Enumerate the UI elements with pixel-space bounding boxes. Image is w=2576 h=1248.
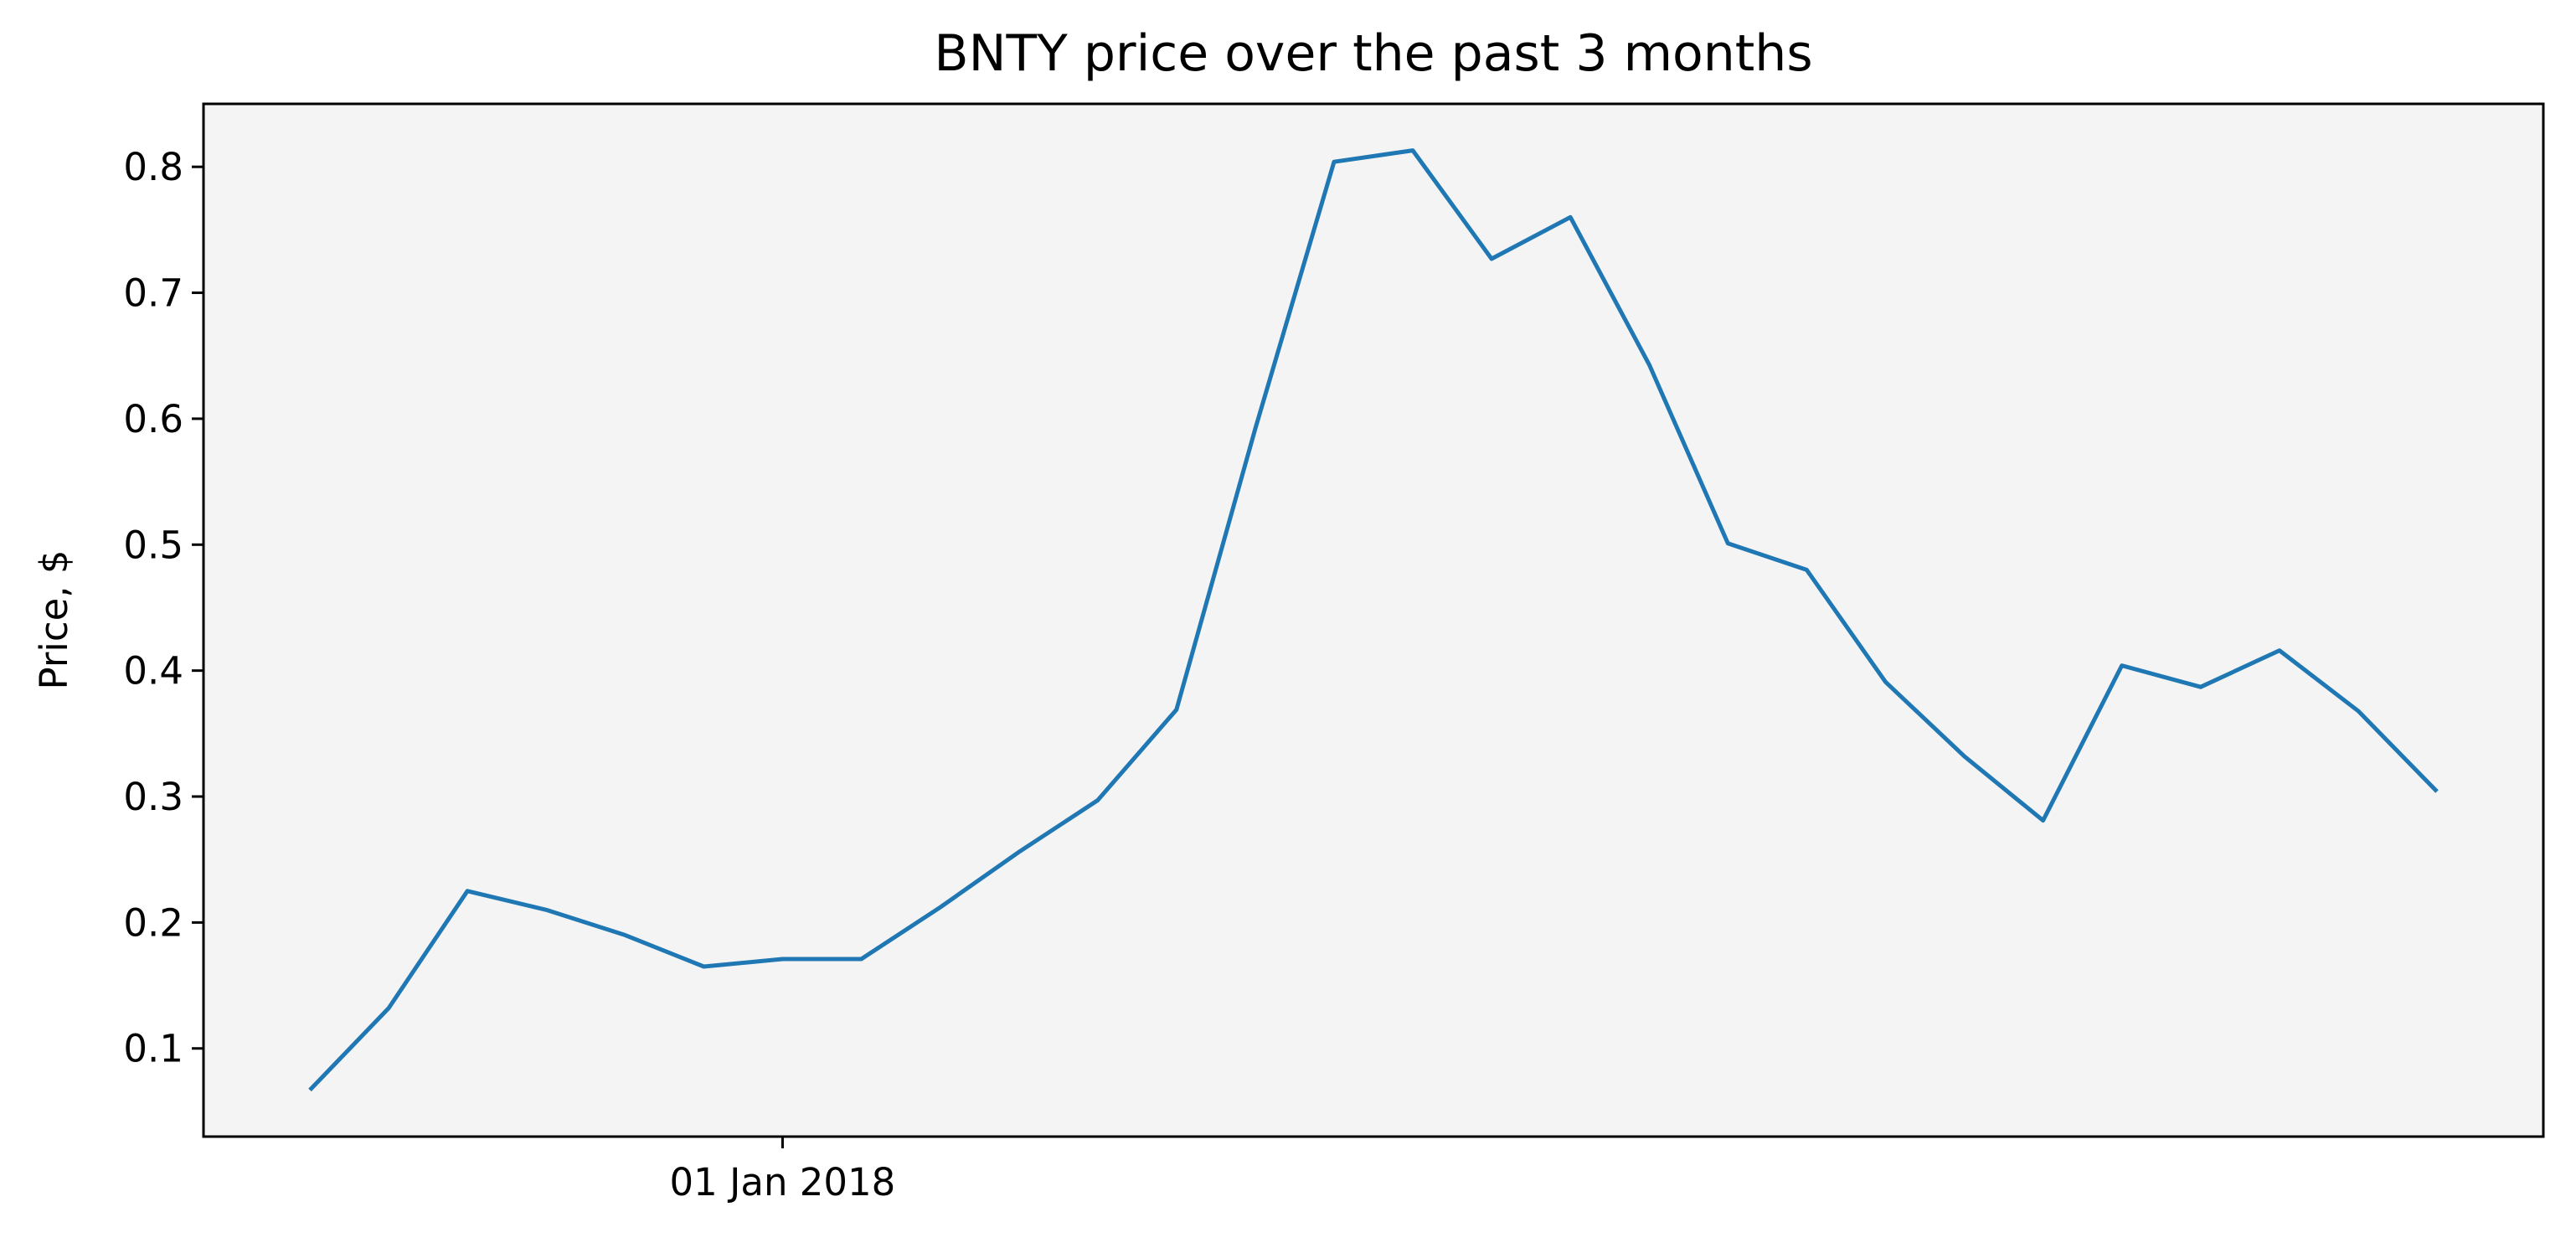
x-axis: 01 Jan 2018	[670, 1137, 896, 1204]
data-point	[1801, 565, 1811, 575]
data-point	[2117, 661, 2127, 671]
y-tick-label: 0.8	[123, 145, 183, 189]
data-point	[1644, 359, 1654, 369]
data-point	[1250, 424, 1260, 434]
y-tick-label: 0.5	[123, 523, 183, 567]
data-point	[1014, 847, 1024, 857]
series-line	[308, 148, 2439, 1092]
y-tick-label: 0.1	[123, 1027, 183, 1071]
data-point	[935, 902, 945, 912]
data-point	[2353, 706, 2363, 716]
y-tick-label: 0.4	[123, 649, 183, 694]
plot-frame	[202, 102, 2545, 1138]
data-point	[1408, 146, 1418, 156]
data-point	[1093, 796, 1103, 806]
data-point	[777, 954, 787, 964]
y-axis: 0.1 0.2 0.3 0.4 0.5 0.6 0.7 0.8	[123, 145, 204, 1071]
y-axis-label: Price, $	[32, 549, 76, 689]
data-point	[620, 930, 630, 940]
data-point	[1880, 677, 1890, 687]
data-point	[384, 1003, 394, 1013]
data-point	[2196, 682, 2206, 692]
plot-background	[204, 104, 2543, 1137]
y-tick-label: 0.2	[123, 900, 183, 945]
x-tick-label: 01 Jan 2018	[670, 1160, 896, 1204]
data-point	[1486, 254, 1497, 264]
data-point	[305, 1085, 315, 1095]
y-tick-label: 0.3	[123, 775, 183, 819]
y-tick-label: 0.7	[123, 271, 183, 316]
data-point	[2275, 646, 2285, 656]
data-point	[857, 954, 867, 964]
data-point	[2432, 786, 2442, 797]
chart-title: BNTY price over the past 3 months	[934, 24, 1812, 83]
series-group	[305, 146, 2442, 1095]
data-point	[698, 962, 708, 972]
data-point	[1329, 157, 1339, 167]
data-point	[1723, 539, 1733, 549]
data-point	[1960, 751, 1970, 761]
data-point	[462, 886, 472, 896]
data-point	[1565, 212, 1575, 222]
y-tick-label: 0.6	[123, 397, 183, 441]
data-point	[541, 905, 551, 915]
data-point	[2038, 816, 2048, 826]
data-point	[1172, 704, 1182, 714]
